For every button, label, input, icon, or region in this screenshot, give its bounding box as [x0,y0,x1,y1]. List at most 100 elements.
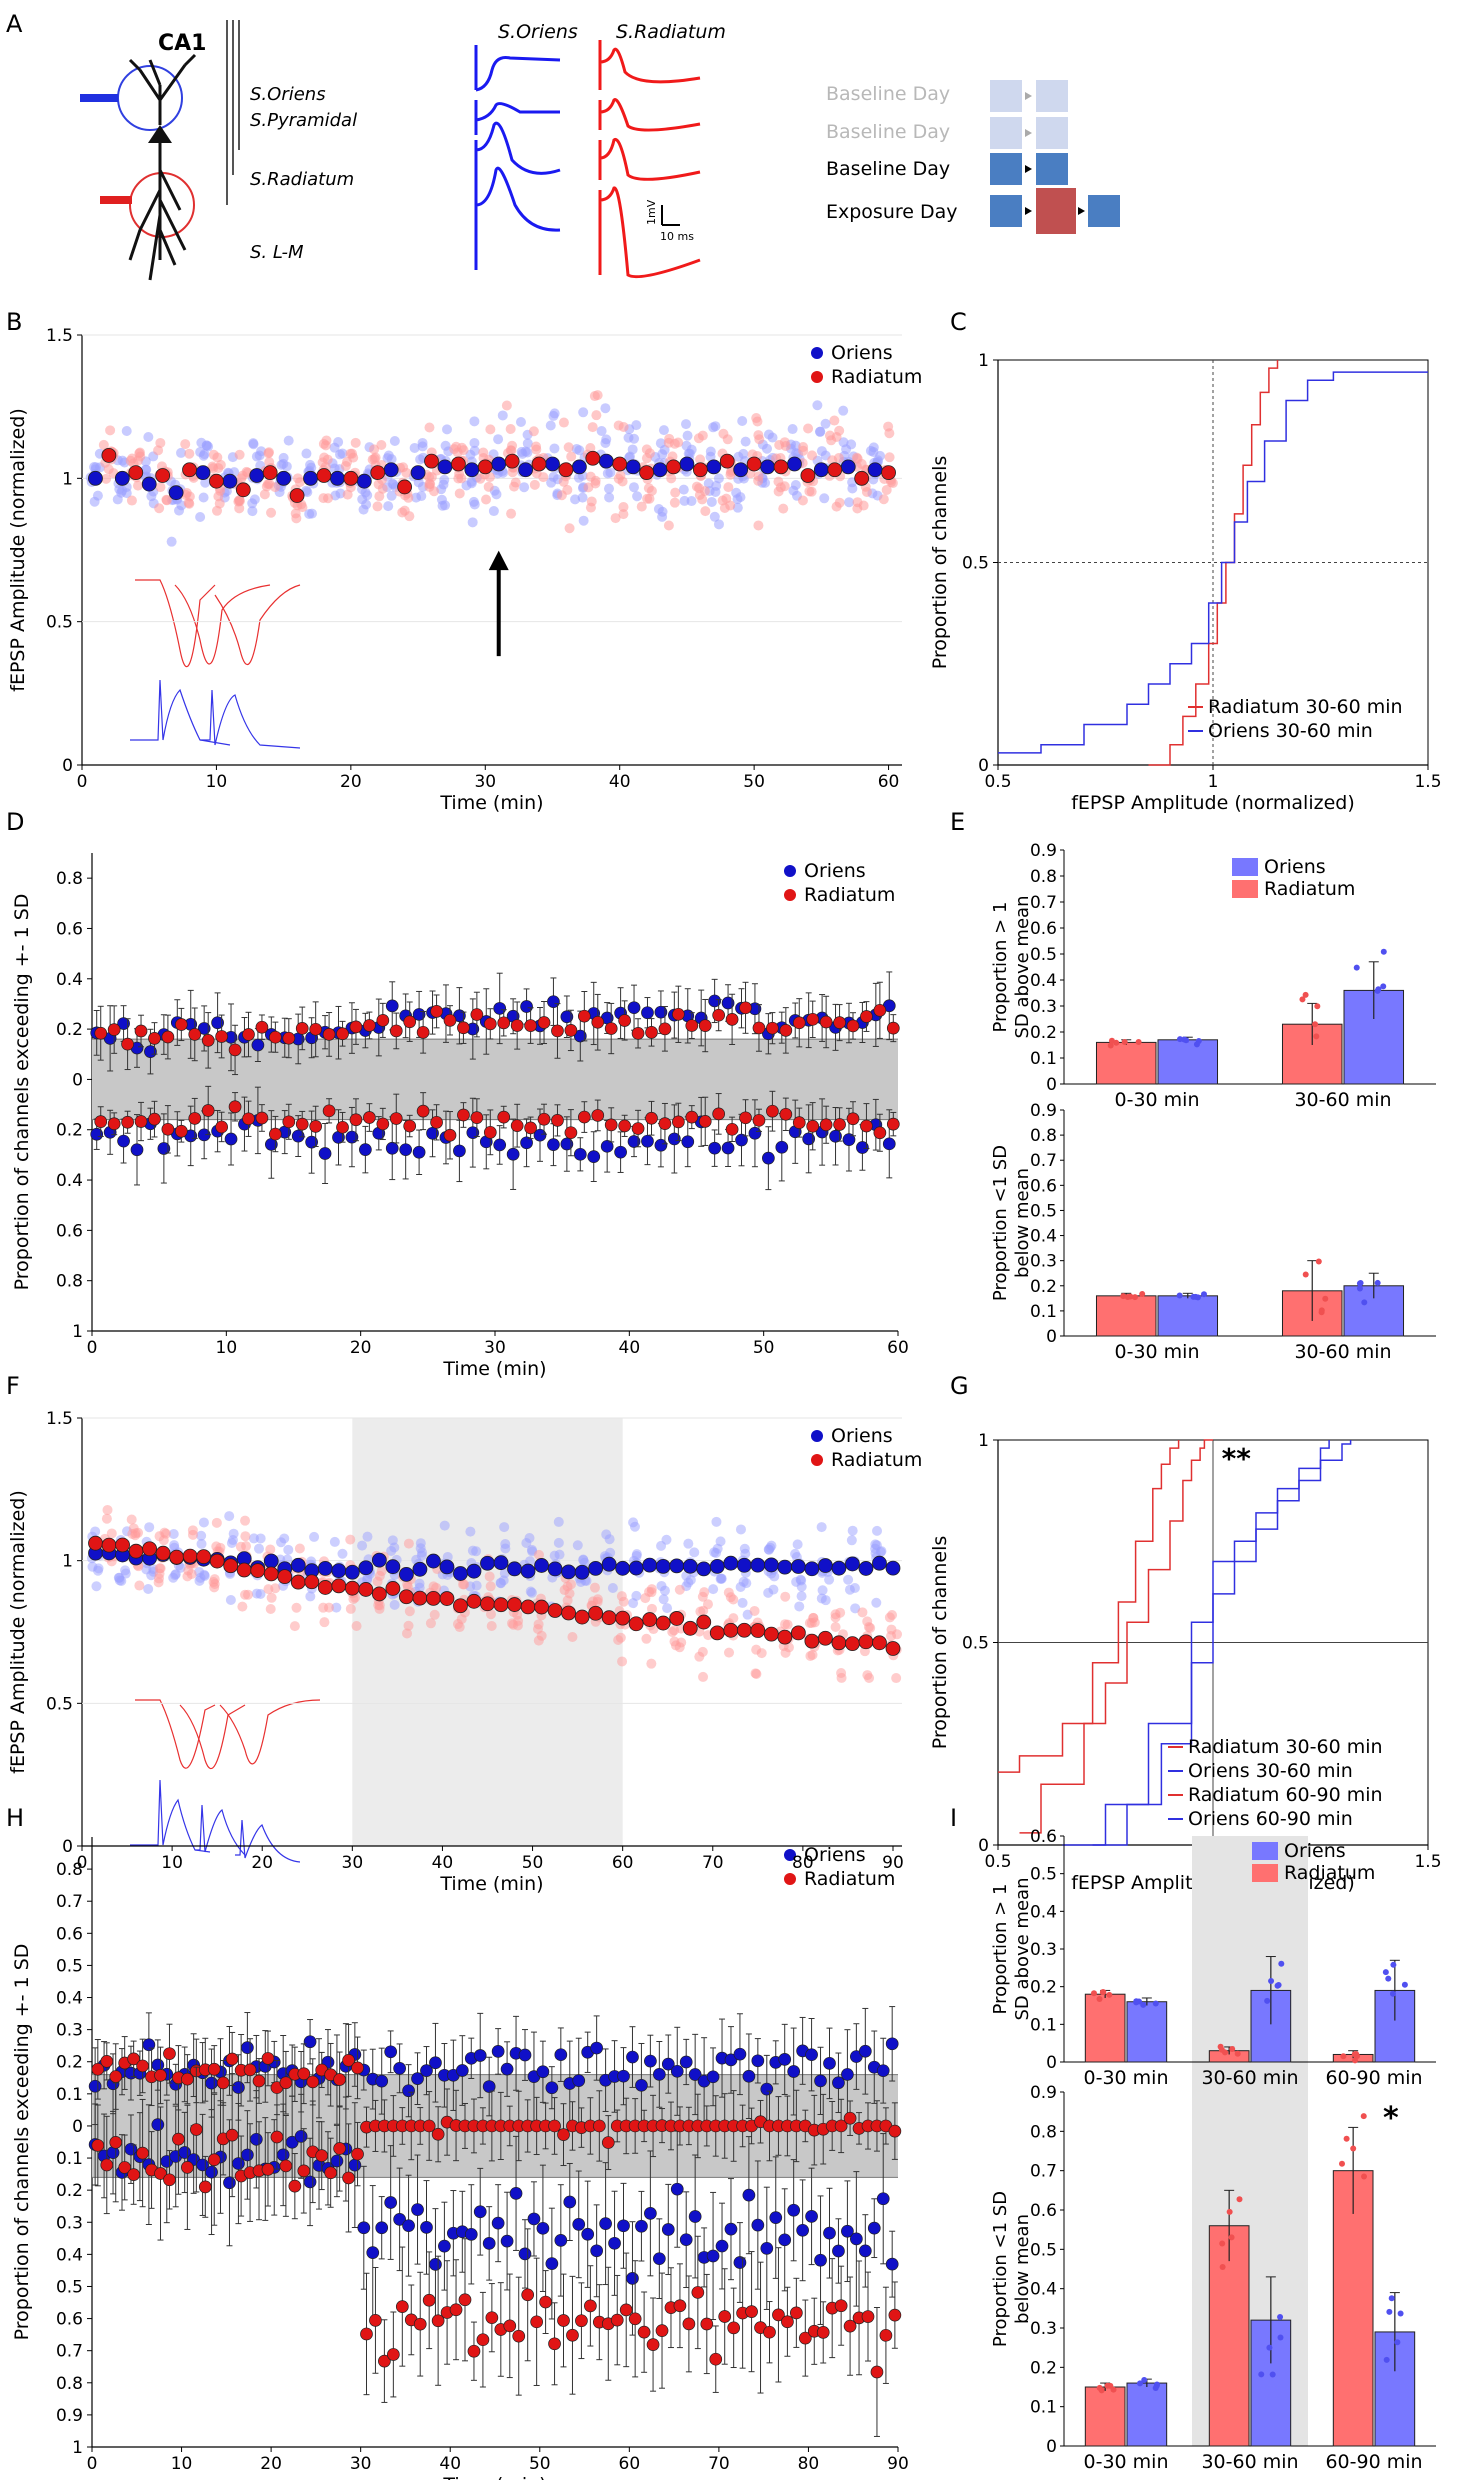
data-point [591,1109,605,1122]
raw-point [507,467,518,478]
data-point [823,2057,836,2070]
x-tick-label: 10 [161,1853,183,1873]
mean-point [437,459,453,475]
raw-point [850,1603,861,1614]
y-tick-label: 0.2 [1030,1023,1057,1043]
mean-point [412,1590,428,1606]
data-point [769,2211,783,2224]
data-point [483,1125,497,1139]
data-point [708,1141,721,1155]
mean-point [477,459,493,475]
data-point [604,1022,618,1035]
y-axis-label: Proportion of channels exceeding +- 1 SD [11,894,33,1291]
mean-point [733,462,749,478]
y-tick-label: 0 [1046,2437,1057,2457]
mean-point [545,456,560,472]
raw-point [500,1539,511,1550]
data-point [309,1022,323,1036]
data-point [242,1028,255,1041]
raw-point [247,498,258,509]
data-point [841,2068,854,2081]
data-point [873,1126,887,1140]
y-tick-label: 0.7 [56,1892,83,1912]
legend-label: Oriens [1264,856,1326,878]
raw-point [778,503,789,514]
y-tick-label: 0.1 [1030,1302,1057,1322]
raw-point [803,423,814,434]
mean-point [303,470,318,486]
raw-point [345,1603,356,1614]
oriens-traces [474,45,561,270]
raw-point [416,491,427,502]
x-tick-label: 80 [792,1853,814,1873]
data-point [742,2069,756,2083]
mean-point [692,462,708,478]
data-point [225,2052,239,2066]
bar-point [1302,1271,1309,1278]
mean-point [439,1591,455,1606]
legend-marker [811,1430,823,1442]
raw-point [426,471,437,482]
raw-point [234,449,245,460]
raw-point [235,1541,246,1552]
data-point [349,1020,363,1034]
raw-point [92,1565,103,1576]
data-point [631,1027,645,1040]
data-point [411,2203,424,2216]
raw-point [700,506,711,517]
x-axis-label: Time (min) [442,1358,546,1380]
mean-point [669,1558,685,1574]
mean-point [304,1574,320,1590]
bar-point [1120,1293,1127,1300]
raw-point [749,1605,760,1616]
data-point [189,2123,203,2136]
mean-point [412,1561,428,1577]
raw-point [641,1633,652,1644]
data-point [420,2221,433,2234]
raw-point [852,503,863,514]
data-point [654,1138,668,1152]
data-point [148,1032,161,1045]
data-point [297,2164,311,2178]
x-axis-label: Time (min) [439,1873,543,1895]
mean-point [101,447,117,463]
y-tick-label: 0.2 [56,2053,83,2073]
raw-point [674,1642,685,1653]
legend-label: Oriens 30-60 min [1188,1760,1353,1782]
data-point [745,2305,758,2318]
raw-point [673,437,684,448]
data-point [673,2299,687,2313]
data-point [134,1115,148,1128]
raw-point [740,436,751,447]
bar [1126,2382,1168,2447]
raw-point [735,492,746,503]
mean-point [507,1561,522,1577]
raw-point [509,481,520,492]
raw-point [699,1587,710,1598]
data-point [426,1126,439,1140]
raw-point [389,1542,400,1553]
ecdf-line [998,371,1428,754]
x-tick-label: 10 [216,1338,238,1358]
mean-point [750,1557,766,1573]
bar-point [1299,996,1306,1003]
category-label: 30-60 min [1294,1341,1391,1363]
raw-point [440,500,451,511]
data-point [118,2161,132,2174]
data-point [850,2232,863,2246]
data-point [363,1111,376,1124]
data-point [798,2331,812,2345]
raw-point [301,448,312,459]
y-tick-label: 0.4 [56,1989,83,2009]
raw-point [878,494,889,505]
data-point [413,2317,427,2331]
mean-point [601,1556,617,1572]
bar-point [1106,1991,1113,1998]
raw-point [564,1588,575,1599]
raw-point [265,1604,276,1615]
data-point [211,1016,224,1030]
raw-point [711,1516,722,1527]
raw-point [735,1581,746,1592]
data-point [626,2272,639,2285]
category-label: 60-90 min [1325,2451,1422,2473]
